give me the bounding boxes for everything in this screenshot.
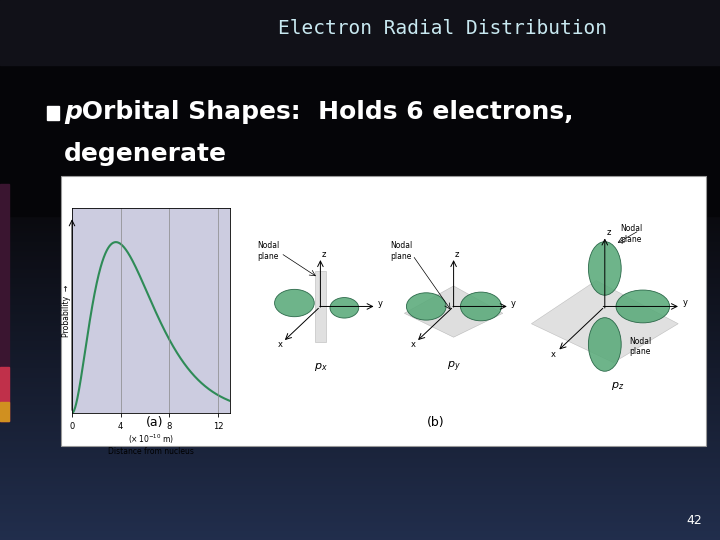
Ellipse shape [330,298,359,318]
Text: $p_z$: $p_z$ [611,380,624,392]
Text: y: y [510,299,516,307]
Text: z: z [322,250,326,259]
Text: z: z [455,250,459,259]
Text: $p_y$: $p_y$ [446,360,461,374]
Y-axis label: Probability  →: Probability → [62,285,71,336]
Text: z: z [607,228,611,237]
Text: (b): (b) [427,416,444,429]
Ellipse shape [588,242,621,295]
Text: Orbital Shapes:  Holds 6 electrons,: Orbital Shapes: Holds 6 electrons, [73,100,573,124]
Bar [47,106,59,120]
Ellipse shape [588,318,621,372]
Text: x: x [551,350,555,359]
Polygon shape [531,281,678,363]
Text: (a): (a) [146,416,163,429]
Ellipse shape [406,293,446,320]
Text: Nodal
plane: Nodal plane [621,225,643,244]
Bar [0,402,9,421]
Bar [0,184,9,421]
Text: Nodal
plane: Nodal plane [629,337,652,356]
Ellipse shape [461,292,502,321]
Ellipse shape [274,289,314,316]
Text: Electron Radial Distribution: Electron Radial Distribution [279,19,607,38]
Ellipse shape [616,290,670,323]
Polygon shape [405,286,503,337]
Text: Nodal
plane: Nodal plane [391,241,413,261]
Polygon shape [315,271,326,342]
Text: y: y [683,298,688,307]
Bar [0,0,720,65]
Text: x: x [277,340,282,349]
Text: y: y [377,299,382,307]
Text: p: p [64,100,82,124]
Text: degenerate: degenerate [64,142,227,166]
Bar [0,367,9,421]
Text: 42: 42 [686,514,702,526]
Bar [61,176,706,445]
Text: Nodal
plane: Nodal plane [258,241,280,261]
Bar [0,0,720,216]
Text: x: x [410,340,415,349]
X-axis label: ($\times\,10^{-10}$ m)
Distance from nucleus: ($\times\,10^{-10}$ m) Distance from nuc… [108,433,194,456]
Text: $p_x$: $p_x$ [313,361,328,373]
